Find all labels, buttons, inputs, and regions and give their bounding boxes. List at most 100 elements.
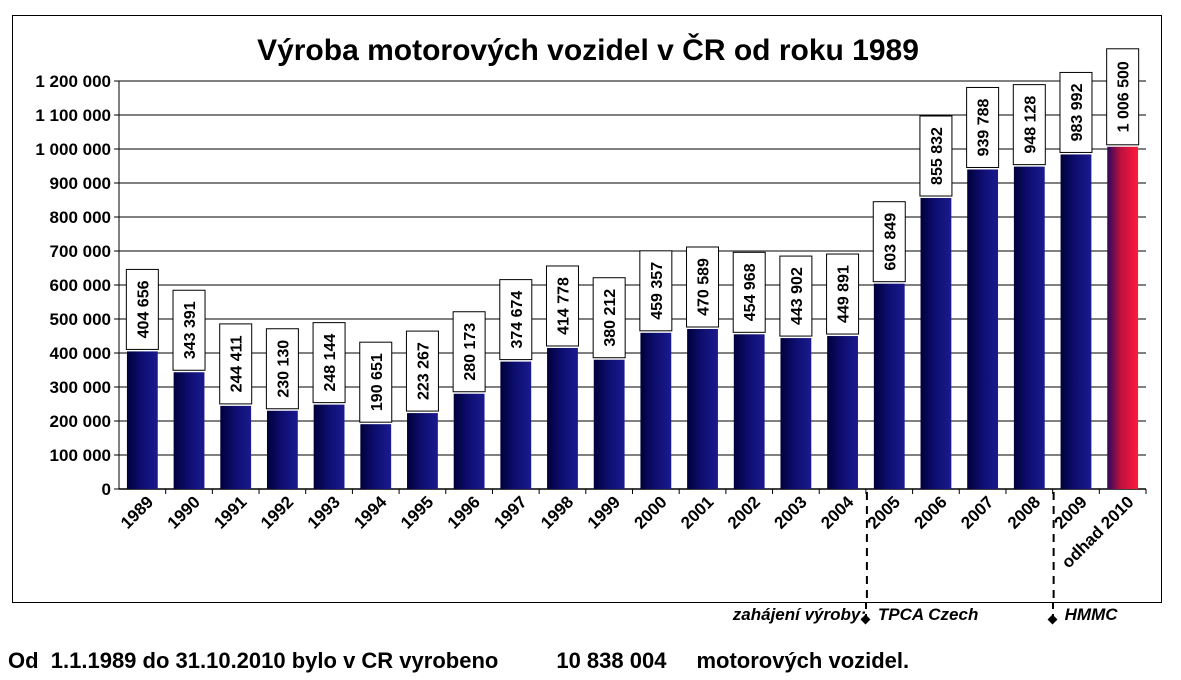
- x-tick-label: 2007: [957, 492, 997, 532]
- x-tick-label: 1994: [350, 492, 391, 533]
- bar-1995: [407, 413, 438, 489]
- data-label-1991: 244 411: [219, 323, 253, 405]
- x-tick-label: 2009: [1051, 492, 1091, 532]
- x-tick-label: 2003: [771, 492, 811, 532]
- data-label-box: [732, 251, 766, 333]
- y-tick-label: 0: [102, 480, 111, 499]
- data-label-box: [639, 250, 673, 332]
- data-label-box: [219, 323, 253, 405]
- data-label-text: 948 128: [1022, 96, 1039, 154]
- data-label-text: 223 267: [415, 342, 432, 400]
- data-label-box: [359, 341, 393, 423]
- x-tick-label: 1999: [584, 492, 624, 532]
- footer-total: 10 838 004: [556, 648, 667, 673]
- x-tick-label: 1993: [304, 492, 344, 532]
- x-tick-label: 2006: [911, 492, 951, 532]
- y-tick-label: 1 200 000: [35, 72, 111, 91]
- x-tick-label: 2000: [630, 492, 670, 532]
- data-label-box: [826, 253, 860, 335]
- x-tick-label: 2005: [864, 492, 904, 532]
- x-tick-label: 1996: [444, 492, 484, 532]
- data-label-text: 414 778: [555, 277, 572, 335]
- x-tick-label: 1997: [490, 492, 530, 532]
- footer-suffix: motorových vozidel.: [696, 648, 910, 673]
- data-label-2001: 470 589: [686, 246, 720, 328]
- y-tick-label: 100 000: [50, 446, 111, 465]
- bar-1998: [547, 347, 578, 489]
- data-label-box: [405, 330, 439, 412]
- data-label-1996: 280 173: [452, 311, 486, 393]
- x-tick-label: 1995: [397, 492, 437, 532]
- data-label-1992: 230 130: [265, 328, 299, 410]
- data-label-box: [686, 246, 720, 328]
- marker-label-2009: HMMC: [1064, 605, 1118, 624]
- x-tick-label: 2008: [1004, 492, 1044, 532]
- data-label-box: [872, 201, 906, 283]
- data-label-box: [499, 279, 533, 361]
- marker-line-extension: [864, 603, 867, 620]
- bar-1996: [453, 393, 485, 489]
- data-label-1997: 374 674: [499, 279, 533, 361]
- data-label-text: 404 656: [135, 280, 152, 338]
- bar-1990: [173, 372, 205, 489]
- data-label-text: 459 357: [649, 262, 666, 320]
- y-tick-label: 600 000: [50, 276, 111, 295]
- bar-1993: [313, 404, 345, 489]
- annotation-start-label: zahájení výroby:: [732, 605, 866, 624]
- data-label-box: [966, 86, 1000, 168]
- data-label-1999: 380 212: [592, 277, 626, 359]
- data-label-box: [265, 328, 299, 410]
- bar-2003: [780, 338, 812, 489]
- data-label-2003: 443 902: [779, 255, 813, 337]
- data-label-text: 230 130: [275, 340, 292, 398]
- data-label-text: 1 006 500: [1116, 61, 1133, 132]
- data-label-odhad-2010: 1 006 500: [1106, 48, 1140, 146]
- data-label-2008: 948 128: [1012, 84, 1046, 166]
- data-label-text: 248 144: [322, 334, 339, 392]
- bar-1999: [593, 359, 625, 489]
- y-tick-label: 1 100 000: [35, 106, 111, 125]
- bar-2006: [920, 198, 952, 489]
- data-label-text: 939 788: [976, 98, 993, 156]
- data-label-box: [452, 311, 486, 393]
- data-label-text: 454 968: [742, 263, 759, 321]
- bar-2008: [1013, 166, 1045, 489]
- data-label-1998: 414 778: [545, 265, 579, 347]
- x-tick-label: 1992: [257, 492, 297, 532]
- data-label-2004: 449 891: [826, 253, 860, 335]
- data-label-text: 443 902: [789, 267, 806, 325]
- bar-2009: [1060, 154, 1092, 489]
- data-label-text: 343 391: [182, 301, 199, 359]
- data-label-2000: 459 357: [639, 250, 673, 332]
- x-tick-label: 1990: [164, 492, 204, 532]
- data-label-box: [312, 322, 346, 404]
- bar-odhad-2010: [1107, 146, 1139, 490]
- data-label-2002: 454 968: [732, 251, 766, 333]
- bar-1997: [500, 361, 532, 489]
- data-label-text: 449 891: [836, 265, 853, 323]
- data-label-box: [592, 277, 626, 359]
- data-label-text: 374 674: [509, 291, 526, 349]
- y-tick-label: 200 000: [50, 412, 111, 431]
- x-tick-label: 2002: [724, 492, 764, 532]
- marker-line-extension: [1051, 603, 1054, 620]
- data-label-box: [1012, 84, 1046, 166]
- data-label-box: [545, 265, 579, 347]
- y-tick-label: 900 000: [50, 174, 111, 193]
- bar-2007: [967, 169, 999, 489]
- bar-1991: [220, 405, 252, 489]
- data-label-2005: 603 849: [872, 201, 906, 283]
- bar-1994: [360, 424, 392, 489]
- data-label-text: 244 411: [229, 335, 246, 392]
- data-label-1995: 223 267: [405, 330, 439, 412]
- data-label-1990: 343 391: [172, 289, 206, 371]
- bar-2001: [687, 328, 718, 489]
- bar-2005: [873, 283, 905, 489]
- data-label-text: 470 589: [696, 258, 713, 316]
- x-tick-label: 2004: [817, 492, 858, 533]
- bar-2002: [733, 334, 765, 489]
- y-tick-label: 300 000: [50, 378, 111, 397]
- data-label-text: 190 651: [369, 353, 386, 411]
- data-label-box: [1059, 71, 1093, 153]
- data-label-text: 855 832: [929, 127, 946, 185]
